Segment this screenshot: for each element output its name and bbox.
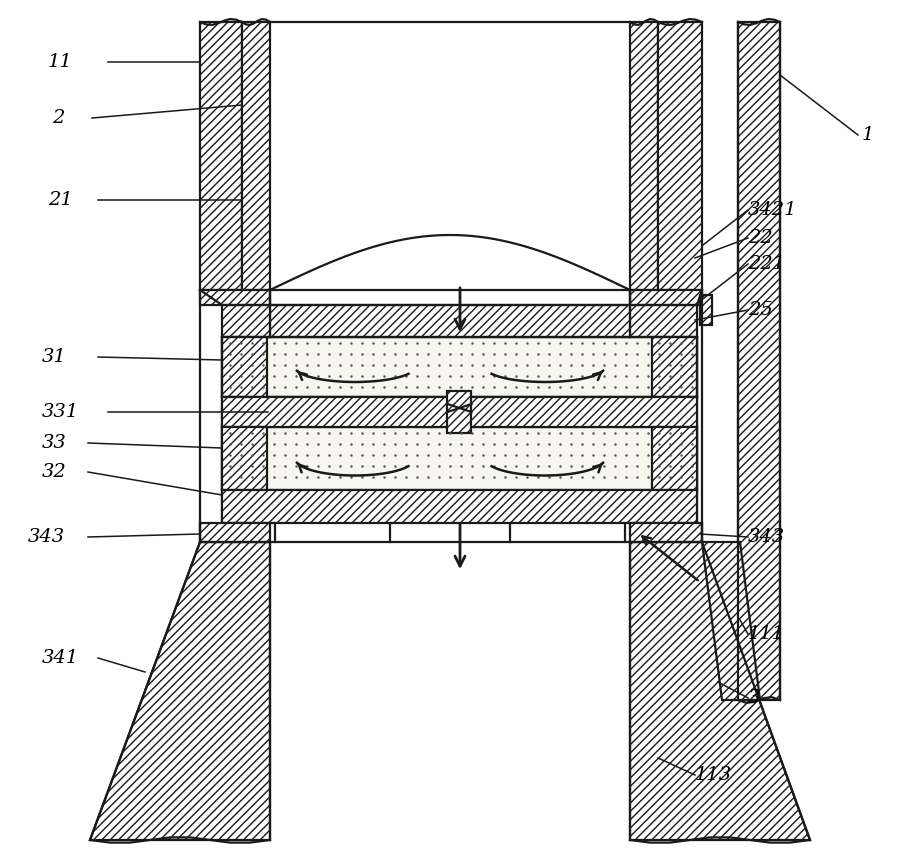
Text: 22: 22 (747, 229, 772, 247)
Bar (652, 337, 697, 397)
Bar (221, 490, 697, 523)
Bar (652, 427, 697, 490)
Polygon shape (630, 290, 701, 337)
Text: 33: 33 (42, 434, 67, 452)
Bar (242, 22, 269, 290)
Bar (737, 22, 779, 700)
Polygon shape (630, 542, 809, 840)
Polygon shape (701, 542, 759, 700)
Text: 111: 111 (747, 625, 784, 643)
Bar (657, 22, 701, 290)
Text: 31: 31 (42, 348, 67, 366)
Text: 3: 3 (747, 689, 759, 707)
Text: 32: 32 (42, 463, 67, 481)
Text: 343: 343 (747, 528, 784, 546)
Text: 221: 221 (747, 255, 784, 273)
Text: 2: 2 (52, 109, 64, 127)
Text: 113: 113 (694, 766, 732, 784)
Bar (630, 22, 657, 290)
Polygon shape (90, 542, 269, 840)
Bar (269, 22, 630, 290)
Text: 331: 331 (42, 403, 79, 421)
Text: 1: 1 (861, 126, 873, 144)
Bar (447, 391, 471, 433)
Text: 3421: 3421 (747, 201, 797, 219)
Text: 343: 343 (28, 528, 65, 546)
Bar (269, 542, 630, 840)
Bar (221, 427, 267, 490)
Bar (221, 305, 697, 337)
Polygon shape (199, 290, 269, 337)
Bar (269, 22, 630, 290)
Bar (199, 22, 242, 290)
Bar (221, 427, 697, 490)
Text: 341: 341 (42, 649, 79, 667)
Text: 21: 21 (48, 191, 73, 209)
Bar (630, 523, 701, 542)
Text: 25: 25 (747, 301, 772, 319)
Bar (221, 397, 697, 427)
Text: 11: 11 (48, 53, 73, 71)
Bar (699, 295, 711, 325)
Bar (221, 337, 697, 397)
Bar (199, 523, 269, 542)
Bar (221, 337, 267, 397)
